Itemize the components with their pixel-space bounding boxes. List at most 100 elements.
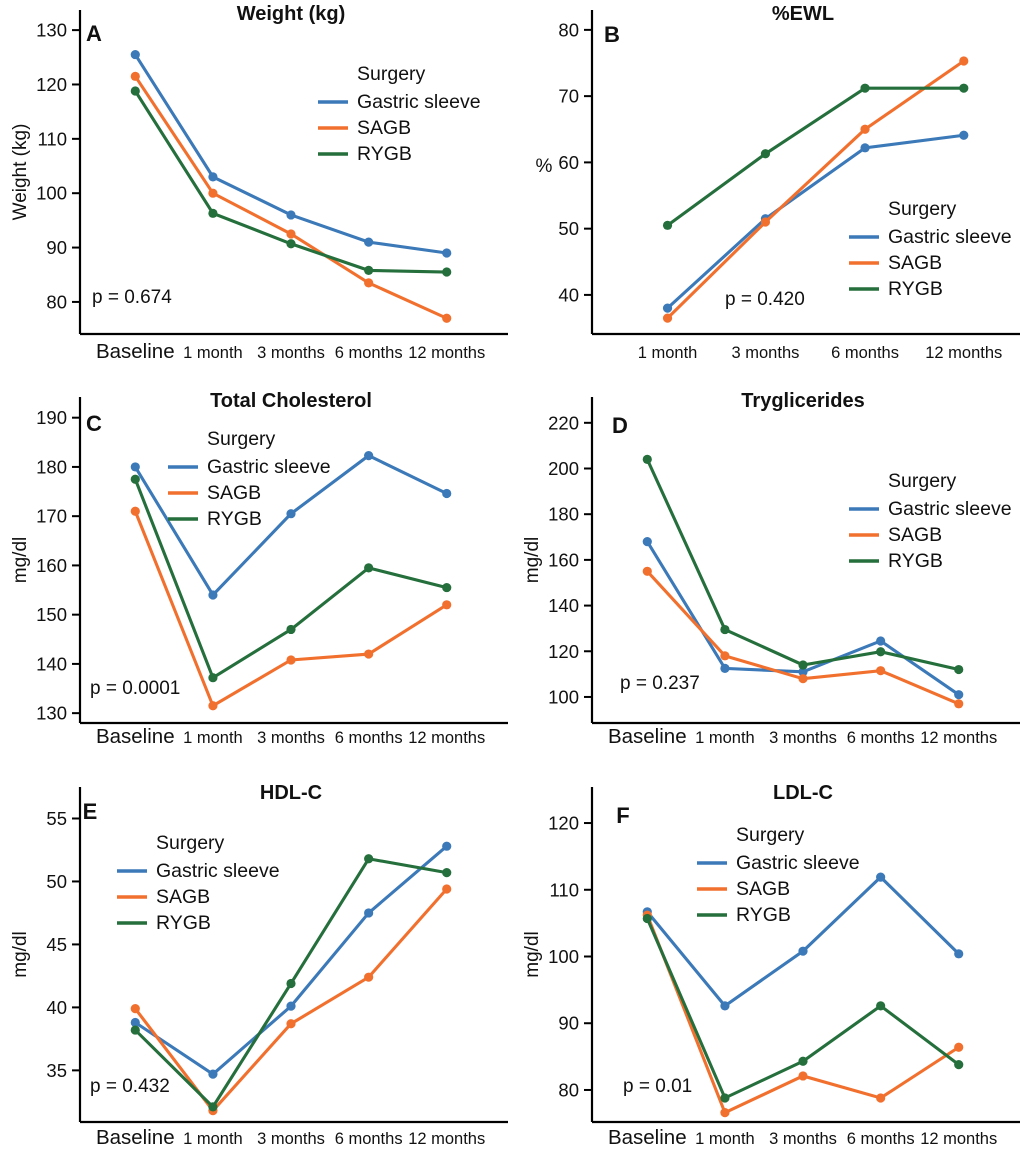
- panel-d-chart: 100 120 140 160 180 200 220 Baseline 1 month 3 mo…: [522, 390, 1020, 748]
- data-point: [364, 563, 374, 573]
- data-point: [662, 220, 673, 230]
- data-point: [208, 188, 218, 198]
- data-point: [954, 690, 964, 700]
- y-tick-label: 45: [46, 934, 67, 955]
- y-tick-label: 130: [36, 20, 67, 41]
- legend-label: Gastric sleeve: [888, 498, 1012, 520]
- legend-label: Gastric sleeve: [207, 456, 331, 478]
- series-line-gastric-sleeve: [666, 133, 964, 310]
- y-tick-label: 220: [548, 412, 579, 433]
- data-point: [959, 56, 969, 66]
- data-point: [130, 462, 140, 472]
- data-point: [760, 217, 771, 227]
- x-tick-label: 6 months: [335, 729, 403, 747]
- y-tick-label: 190: [36, 407, 67, 428]
- legend-label: SAGB: [207, 482, 261, 504]
- data-point: [798, 674, 808, 684]
- x-tick-label: 12 months: [920, 1130, 997, 1148]
- series-line-gastric-sleeve: [646, 874, 960, 1008]
- legend-label: RYGB: [156, 912, 211, 934]
- legend-label: Gastric sleeve: [736, 852, 860, 874]
- data-point: [286, 624, 296, 635]
- series-line-rygb: [133, 478, 448, 680]
- data-point: [286, 655, 296, 665]
- data-point: [442, 488, 452, 499]
- p-value-label: p = 0.0001: [90, 678, 180, 699]
- data-point: [876, 1001, 886, 1011]
- series-line-sagb: [666, 59, 965, 320]
- legend-label: SAGB: [736, 878, 790, 900]
- data-point: [954, 1042, 964, 1052]
- data-point: [954, 1060, 964, 1070]
- data-point: [954, 699, 964, 709]
- data-point: [364, 972, 374, 982]
- x-tick-label: 1 month: [695, 729, 755, 747]
- data-point: [642, 537, 652, 547]
- data-point: [442, 884, 452, 894]
- x-tick-label: 6 months: [847, 729, 915, 747]
- legend-label: RYGB: [357, 143, 412, 165]
- p-value-label: p = 0.420: [725, 289, 805, 310]
- y-tick-label: 50: [46, 871, 67, 892]
- series-line-rygb: [645, 917, 960, 1101]
- data-point: [442, 841, 452, 851]
- legend-title: Surgery: [207, 428, 276, 450]
- panel-title: Tryglicerides: [741, 390, 864, 412]
- y-tick-label: 150: [36, 604, 67, 625]
- data-point: [286, 229, 296, 239]
- p-value-label: p = 0.432: [90, 1076, 170, 1097]
- panel-letter: F: [616, 803, 629, 828]
- series-line-sagb: [645, 914, 960, 1115]
- y-axis-label: %: [536, 156, 553, 177]
- data-point: [208, 208, 218, 218]
- y-tick-label: 40: [558, 284, 579, 305]
- x-tick-label: 1 month: [183, 729, 243, 747]
- series-line-rygb: [666, 86, 964, 227]
- data-point: [442, 267, 452, 277]
- y-tick-label: 40: [46, 997, 67, 1018]
- x-tick-label: Baseline: [96, 340, 175, 363]
- x-tick-label: 6 months: [335, 1130, 403, 1148]
- data-point: [442, 248, 452, 258]
- panel-e: 35 40 45 50 55 Baseline 1 month 3 months 6 month…: [0, 775, 512, 1162]
- x-tick-label: 12 months: [925, 344, 1002, 362]
- data-point: [130, 506, 140, 516]
- data-point: [208, 172, 218, 182]
- legend-label: RYGB: [736, 904, 791, 926]
- y-tick-label: 120: [36, 74, 67, 95]
- x-tick-label: Baseline: [608, 1126, 687, 1149]
- y-tick-label: 35: [46, 1060, 67, 1081]
- data-point: [286, 509, 296, 519]
- data-point: [364, 908, 374, 918]
- data-point: [286, 210, 296, 220]
- y-axis-label: mg/dl: [10, 931, 31, 977]
- y-tick-label: 110: [38, 128, 68, 149]
- panel-letter: A: [86, 21, 102, 46]
- legend-label: SAGB: [357, 117, 411, 139]
- y-tick-label: 130: [36, 703, 67, 724]
- y-tick-label: 110: [550, 879, 580, 900]
- panel-letter: C: [86, 411, 102, 436]
- legend-label: RYGB: [888, 550, 943, 572]
- data-point: [286, 239, 296, 249]
- x-tick-label: 3 months: [257, 729, 325, 747]
- data-point: [954, 664, 964, 675]
- y-tick-label: 200: [548, 458, 579, 479]
- y-axis-label: mg/dl: [522, 931, 543, 977]
- x-tick-label: 1 month: [183, 344, 243, 362]
- x-tick-label: 1 month: [183, 1130, 243, 1148]
- y-tick-label: 140: [548, 595, 579, 616]
- data-point: [760, 149, 771, 159]
- data-point: [442, 313, 452, 323]
- data-point: [876, 872, 886, 882]
- y-tick-label: 140: [36, 653, 67, 674]
- x-tick-label: 12 months: [920, 729, 997, 747]
- y-tick-label: 100: [548, 946, 579, 967]
- data-point: [364, 854, 374, 864]
- legend-label: RYGB: [888, 278, 943, 300]
- y-tick-label: 100: [548, 686, 579, 707]
- data-point: [959, 83, 969, 93]
- panel-letter: E: [83, 799, 98, 824]
- legend-title: Surgery: [888, 198, 957, 220]
- x-tick-label: 1 month: [695, 1130, 755, 1148]
